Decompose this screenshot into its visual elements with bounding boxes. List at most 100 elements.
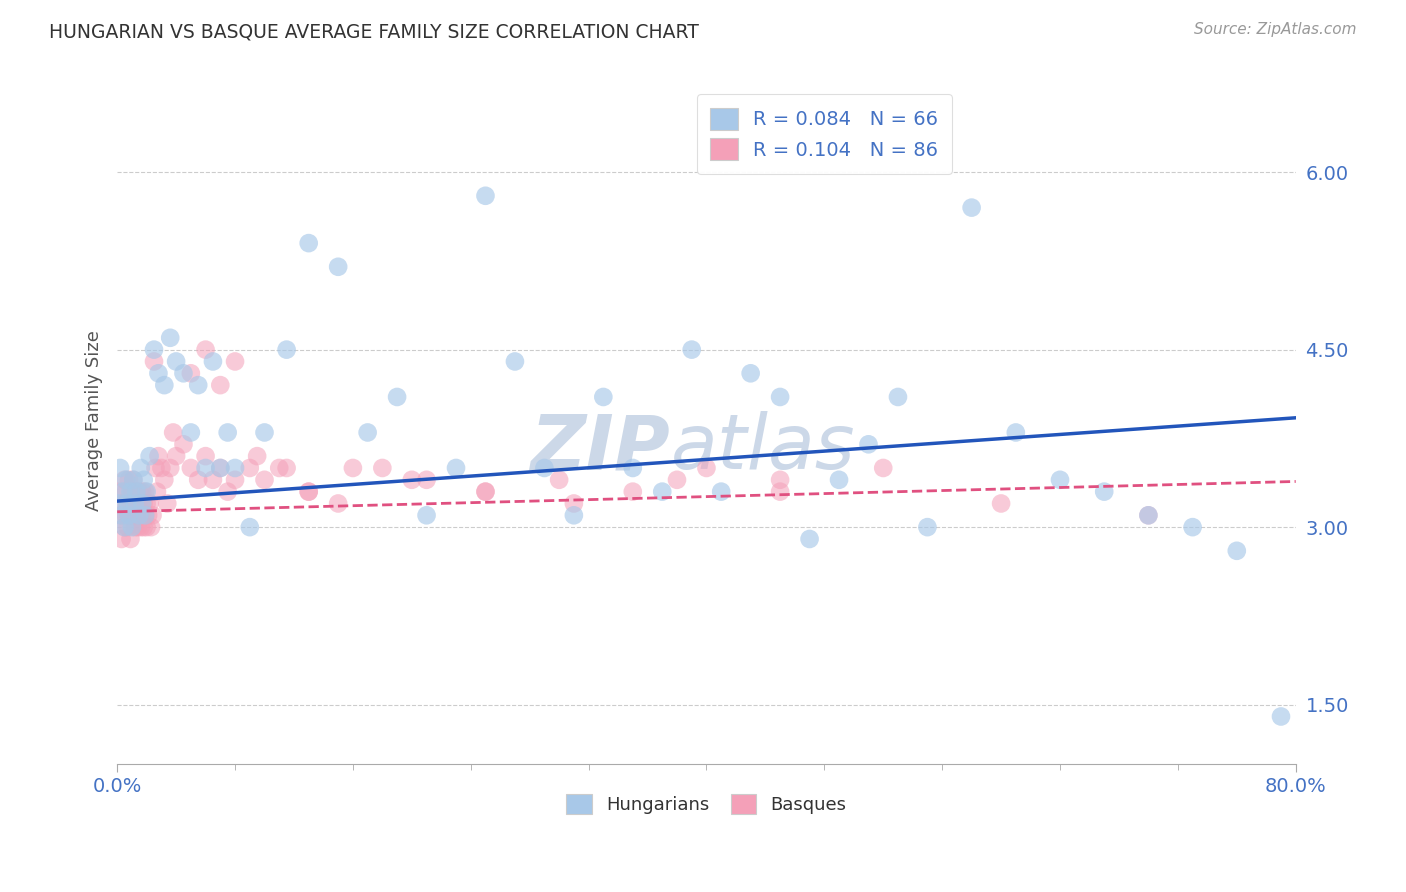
- Point: [298, 484, 321, 499]
- Point: [124, 496, 146, 510]
- Point: [769, 473, 792, 487]
- Point: [695, 461, 717, 475]
- Point: [298, 236, 321, 251]
- Point: [125, 484, 148, 499]
- Point: [209, 461, 232, 475]
- Point: [1226, 543, 1249, 558]
- Point: [217, 425, 239, 440]
- Point: [143, 354, 166, 368]
- Point: [148, 449, 170, 463]
- Point: [187, 473, 209, 487]
- Point: [165, 354, 187, 368]
- Point: [224, 461, 246, 475]
- Point: [172, 366, 194, 380]
- Point: [681, 343, 703, 357]
- Point: [112, 496, 135, 510]
- Point: [114, 520, 136, 534]
- Point: [503, 354, 526, 368]
- Point: [117, 520, 139, 534]
- Point: [122, 473, 145, 487]
- Point: [110, 508, 132, 523]
- Point: [129, 496, 152, 510]
- Point: [1049, 473, 1071, 487]
- Point: [124, 496, 146, 510]
- Point: [180, 461, 202, 475]
- Point: [121, 520, 143, 534]
- Point: [138, 449, 160, 463]
- Point: [799, 532, 821, 546]
- Point: [1092, 484, 1115, 499]
- Point: [132, 473, 155, 487]
- Point: [127, 520, 149, 534]
- Point: [990, 496, 1012, 510]
- Point: [246, 449, 269, 463]
- Point: [122, 473, 145, 487]
- Point: [134, 484, 156, 499]
- Point: [117, 496, 139, 510]
- Point: [872, 461, 894, 475]
- Point: [125, 508, 148, 523]
- Point: [159, 331, 181, 345]
- Point: [224, 354, 246, 368]
- Point: [146, 484, 169, 499]
- Point: [148, 366, 170, 380]
- Point: [1181, 520, 1204, 534]
- Point: [129, 461, 152, 475]
- Point: [118, 508, 141, 523]
- Point: [1004, 425, 1026, 440]
- Point: [141, 508, 163, 523]
- Point: [328, 496, 350, 510]
- Point: [356, 425, 378, 440]
- Point: [145, 461, 167, 475]
- Text: ZIP: ZIP: [531, 411, 671, 485]
- Point: [385, 390, 408, 404]
- Point: [887, 390, 910, 404]
- Point: [115, 484, 138, 499]
- Point: [342, 461, 364, 475]
- Point: [187, 378, 209, 392]
- Point: [135, 520, 157, 534]
- Point: [138, 496, 160, 510]
- Point: [474, 484, 496, 499]
- Point: [217, 484, 239, 499]
- Point: [415, 508, 437, 523]
- Point: [114, 520, 136, 534]
- Point: [129, 520, 152, 534]
- Point: [132, 520, 155, 534]
- Point: [828, 473, 851, 487]
- Text: Source: ZipAtlas.com: Source: ZipAtlas.com: [1194, 22, 1357, 37]
- Point: [562, 496, 585, 510]
- Point: [298, 484, 321, 499]
- Point: [474, 188, 496, 202]
- Point: [120, 532, 142, 546]
- Point: [153, 378, 176, 392]
- Point: [253, 473, 276, 487]
- Point: [162, 425, 184, 440]
- Point: [135, 496, 157, 510]
- Point: [120, 496, 142, 510]
- Text: HUNGARIAN VS BASQUE AVERAGE FAMILY SIZE CORRELATION CHART: HUNGARIAN VS BASQUE AVERAGE FAMILY SIZE …: [49, 22, 699, 41]
- Point: [115, 473, 138, 487]
- Point: [269, 461, 291, 475]
- Point: [108, 508, 131, 523]
- Point: [108, 461, 131, 475]
- Point: [125, 484, 148, 499]
- Point: [180, 425, 202, 440]
- Point: [194, 449, 217, 463]
- Point: [128, 508, 150, 523]
- Point: [562, 508, 585, 523]
- Point: [165, 449, 187, 463]
- Point: [858, 437, 880, 451]
- Point: [107, 496, 129, 510]
- Point: [121, 484, 143, 499]
- Point: [134, 508, 156, 523]
- Point: [153, 473, 176, 487]
- Point: [548, 473, 571, 487]
- Point: [139, 520, 162, 534]
- Y-axis label: Average Family Size: Average Family Size: [86, 330, 103, 511]
- Point: [533, 461, 555, 475]
- Point: [121, 508, 143, 523]
- Point: [172, 437, 194, 451]
- Point: [253, 425, 276, 440]
- Point: [666, 473, 689, 487]
